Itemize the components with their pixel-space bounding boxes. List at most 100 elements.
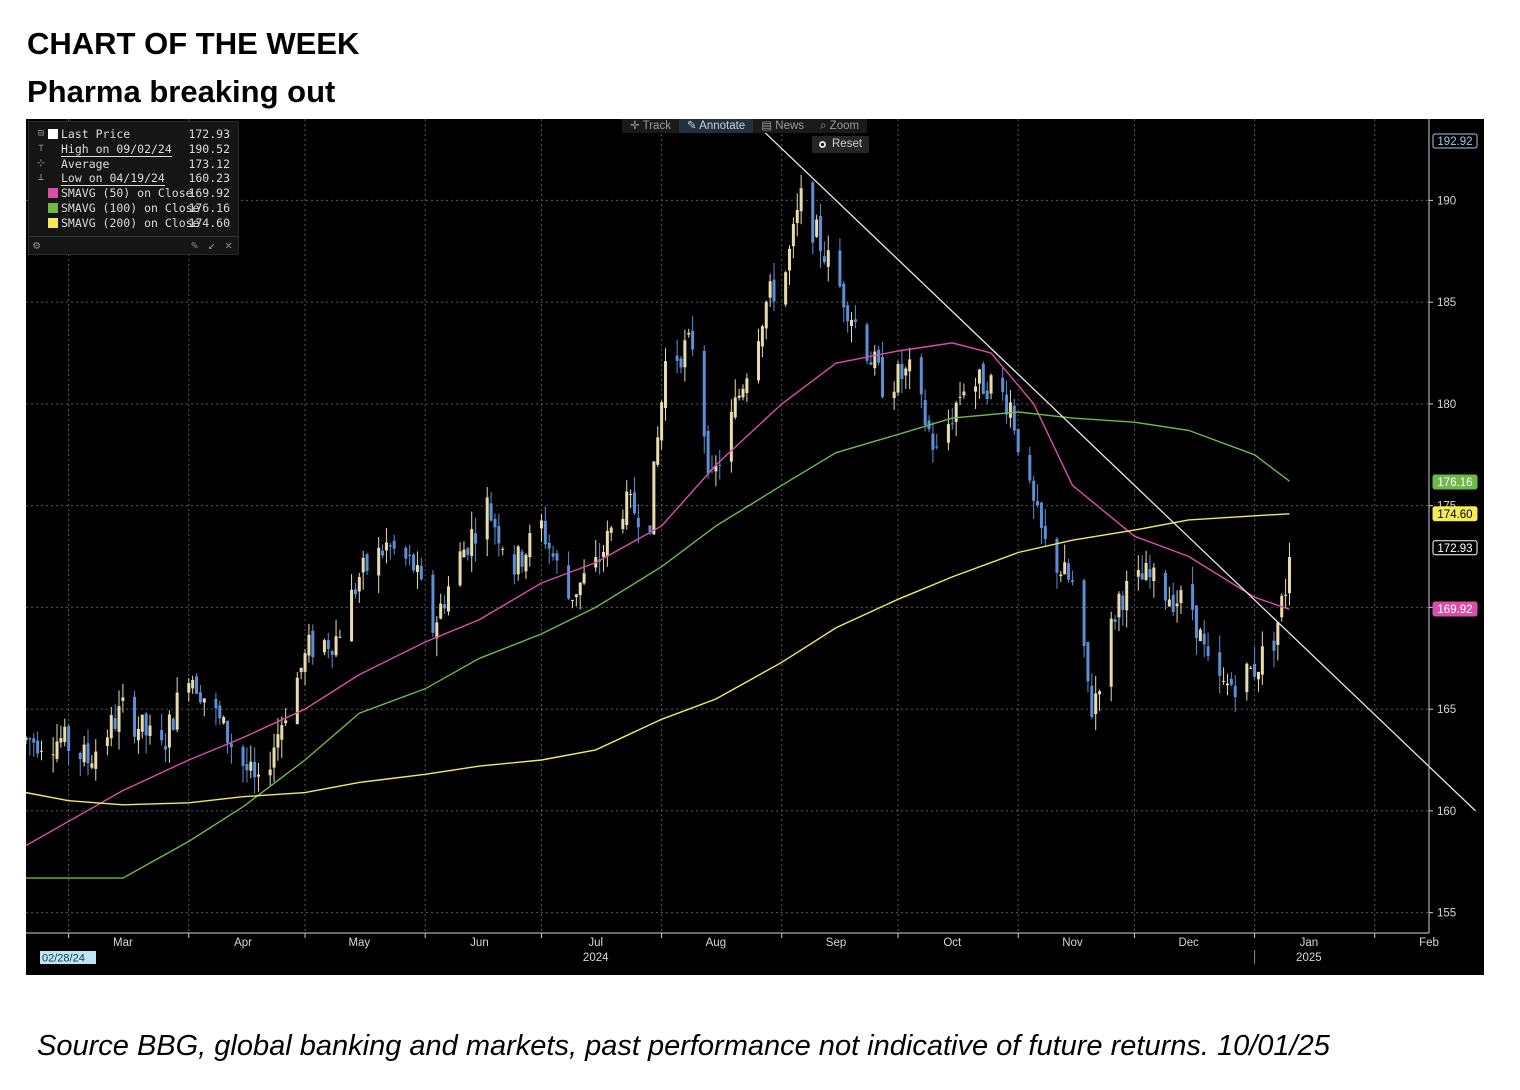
candle-body: [981, 363, 985, 395]
candle-body: [1233, 685, 1237, 698]
candle-body: [28, 738, 32, 740]
candle-body: [443, 604, 447, 609]
candle-body: [268, 769, 272, 776]
legend-row[interactable]: ⊟ Last Price 172.93: [29, 126, 238, 141]
candle-body: [520, 551, 524, 567]
candle-body: [26, 737, 28, 740]
candle-body: [1005, 394, 1009, 415]
candle-body: [322, 640, 326, 653]
legend-row[interactable]: SMAVG (50) on Close 169.92: [29, 185, 238, 200]
candle-body: [229, 743, 233, 748]
value-tag-label: 176.16: [1437, 477, 1472, 489]
candle-body: [167, 714, 171, 748]
candle-body: [791, 223, 795, 247]
legend-label: Last Price: [61, 127, 131, 141]
candle-body: [632, 492, 636, 514]
candle-body: [353, 589, 357, 595]
candle-body: [567, 565, 571, 599]
reset-button[interactable]: Reset: [812, 136, 870, 153]
value-tag-label: 174.60: [1437, 509, 1472, 521]
candle-body: [629, 493, 633, 495]
candle-body: [683, 340, 687, 368]
axes: 155160165170175180185190MarAprMayJunJulA…: [26, 119, 1456, 965]
candle-body: [865, 324, 869, 361]
annotate-button[interactable]: ✎ Annotate: [678, 119, 754, 133]
candle-body: [415, 565, 419, 572]
sma-line-2: [26, 513, 1290, 806]
candle-body: [381, 550, 385, 556]
legend-row[interactable]: ⊹ Average 173.12: [29, 156, 238, 171]
legend-label: SMAVG (100) on Close: [61, 201, 200, 215]
candle-body: [512, 554, 516, 575]
candle-body: [435, 622, 439, 639]
candle-body: [144, 713, 148, 736]
candle-body: [958, 396, 962, 398]
candle-body: [214, 698, 218, 709]
legend-row[interactable]: SMAVG (100) on Close 176.16: [29, 200, 238, 215]
pin-icon[interactable]: ✎: [191, 238, 199, 252]
candle-body: [1245, 663, 1249, 693]
legend-value: 173.12: [188, 156, 230, 171]
legend-row[interactable]: ⊥ Low on 04/19/24 160.23: [29, 170, 238, 187]
candle-body: [326, 640, 330, 649]
candle-body: [198, 692, 202, 703]
candle-body: [222, 717, 226, 724]
y-tick-label: 165: [1437, 704, 1456, 716]
candle-body: [1067, 563, 1071, 580]
gear-icon[interactable]: ⚙: [33, 238, 41, 252]
candle-body: [466, 548, 470, 556]
candle-body: [543, 520, 547, 545]
legend-row[interactable]: ⊤ High on 09/02/24 190.52: [29, 141, 238, 157]
zoom-button[interactable]: ⌕ Zoom: [820, 120, 860, 132]
candle-body: [226, 720, 230, 743]
legend-value: 190.52: [188, 141, 230, 156]
candle-body: [1094, 693, 1098, 715]
candle-body: [253, 761, 257, 778]
candle-body: [877, 349, 881, 363]
candle-body: [136, 728, 140, 741]
candle-body: [365, 554, 369, 572]
legend-marker-icon: ⊟: [37, 128, 45, 139]
candle-body: [811, 182, 815, 243]
candle-body: [675, 355, 679, 361]
candle-body: [1070, 580, 1074, 582]
chart-title: CHART OF THE WEEK: [27, 26, 360, 61]
legend-row[interactable]: SMAVG (200) on Close 174.60: [29, 215, 238, 230]
candle-body: [36, 740, 40, 754]
candle-body: [175, 692, 179, 730]
candle-body: [764, 301, 768, 329]
news-button[interactable]: ▤ News: [761, 120, 805, 132]
close-icon[interactable]: ✕: [225, 238, 233, 252]
news-icon: ▤: [761, 120, 776, 132]
candle-body: [896, 364, 900, 393]
chart-panel[interactable]: 155160165170175180185190MarAprMayJunJulA…: [26, 119, 1484, 975]
candle-body: [202, 698, 206, 703]
candle-body: [218, 705, 222, 719]
start-date-box: [40, 951, 96, 964]
candle-body: [621, 518, 625, 530]
candle-body: [919, 357, 923, 395]
candle-body: [946, 424, 950, 443]
track-button[interactable]: ✛ Track: [630, 120, 671, 132]
collapse-icon[interactable]: ↙: [208, 238, 216, 252]
candle-body: [299, 667, 303, 673]
candle-body: [772, 279, 776, 302]
candle-body: [1144, 562, 1148, 580]
legend-panel[interactable]: ⚙ ✎ ↙ ✕ ⊟ Last Price 172.93 ⊤ High on 09/02/…: [28, 121, 239, 255]
candle-body: [1256, 671, 1260, 680]
candle-body: [977, 369, 981, 384]
candle-body: [412, 554, 416, 571]
candle-body: [601, 552, 605, 558]
chart-subtitle: Pharma breaking out: [27, 74, 336, 109]
value-tag-box: [1432, 601, 1478, 617]
candle-body: [636, 517, 640, 528]
candle-body: [574, 594, 578, 598]
candle-body: [1272, 640, 1276, 651]
value-tags: 192.92 176.16 174.60 172.93 169.92: [1432, 133, 1478, 617]
candle-body: [384, 542, 388, 551]
candle-body: [555, 553, 559, 561]
candle-body: [55, 741, 59, 759]
candle-body: [850, 319, 854, 326]
price-chart[interactable]: 155160165170175180185190MarAprMayJunJulA…: [26, 119, 1484, 975]
legend-value: 176.16: [188, 201, 230, 215]
